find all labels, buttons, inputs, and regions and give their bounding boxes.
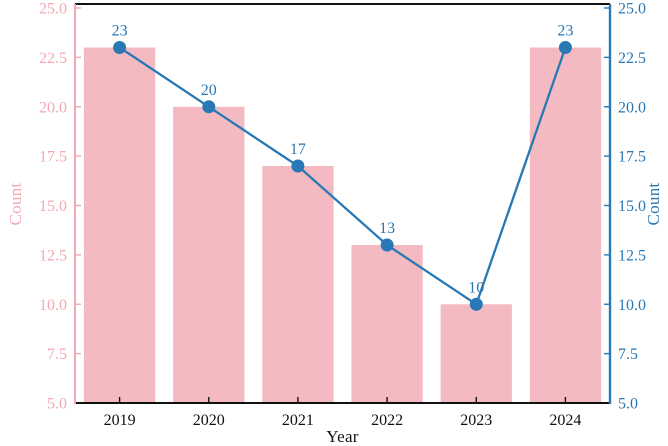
x-tick-label-2020: 2020 <box>193 412 225 429</box>
right-y-tick-label: 20.0 <box>618 99 646 116</box>
bar-2021 <box>262 166 334 403</box>
right-y-tick-label: 5.0 <box>618 396 638 413</box>
left-y-tick-label: 25.0 <box>39 1 67 18</box>
left-y-tick-label: 15.0 <box>39 198 67 215</box>
right-y-tick-label: 10.0 <box>618 297 646 314</box>
marker-2023 <box>469 297 483 311</box>
left-y-tick-label: 5.0 <box>47 396 67 413</box>
left-y-tick-label: 20.0 <box>39 99 67 116</box>
bar-2024 <box>529 47 602 403</box>
marker-2024 <box>558 41 572 54</box>
right-y-tick-label: 7.5 <box>618 346 638 363</box>
point-label-2023: 10 <box>468 279 484 296</box>
marker-2021 <box>291 159 305 173</box>
left-y-axis-title: Count <box>6 182 25 226</box>
marker-2022 <box>380 238 394 252</box>
point-label-2020: 20 <box>201 82 217 99</box>
x-axis-title: Year <box>326 427 359 446</box>
right-y-tick-label: 15.0 <box>618 198 646 215</box>
bar-2020 <box>173 106 245 404</box>
right-y-tick-label: 17.5 <box>618 149 646 166</box>
right-y-tick-label: 25.0 <box>618 1 646 18</box>
count-line <box>118 46 567 306</box>
x-tick-label-2023: 2023 <box>460 412 492 429</box>
left-y-tick-label: 12.5 <box>39 247 67 264</box>
x-tick-label-2024: 2024 <box>549 412 581 429</box>
x-tick-label-2022: 2022 <box>371 412 403 429</box>
point-label-2024: 23 <box>557 23 573 40</box>
point-label-2019: 23 <box>112 23 128 40</box>
point-label-2021: 17 <box>290 141 306 158</box>
marker-2019 <box>113 41 127 54</box>
x-tick-label-2019: 2019 <box>104 412 136 429</box>
left-y-tick-label: 22.5 <box>39 50 67 67</box>
bar-2019 <box>83 47 156 403</box>
point-label-2022: 13 <box>379 220 395 237</box>
left-y-tick-label: 7.5 <box>47 346 67 363</box>
left-y-tick-label: 17.5 <box>39 149 67 166</box>
bar-2022 <box>351 245 423 403</box>
right-y-tick-label: 22.5 <box>618 50 646 67</box>
right-y-tick-label: 12.5 <box>618 247 646 264</box>
right-y-axis-title: Count <box>644 182 663 226</box>
bar-2023 <box>440 304 512 404</box>
x-tick-label-2021: 2021 <box>282 412 314 429</box>
marker-2020 <box>202 100 216 114</box>
left-y-tick-label: 10.0 <box>39 297 67 314</box>
